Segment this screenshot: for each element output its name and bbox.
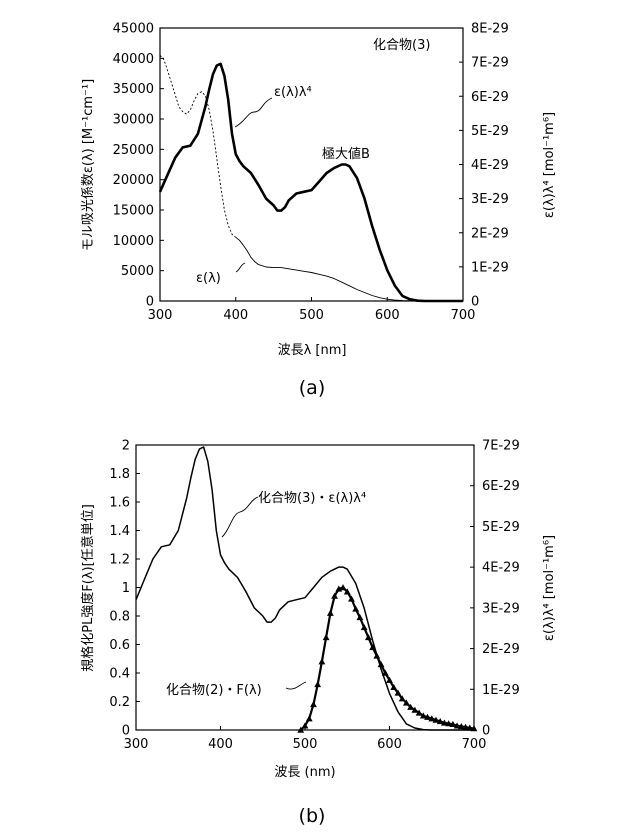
chart-b-left-y-tick-labels: 0 0.2 0.4 0.6 0.8 1 1.2 1.4 1.6 1.8 2: [109, 439, 140, 739]
left-y-tick-label: 0.2: [109, 695, 130, 710]
left-y-tick-label: 40000: [113, 52, 154, 67]
x-tick-label: 600: [377, 737, 402, 752]
right-y-tick-label: 6E-29: [471, 90, 509, 105]
left-y-tick-label: 0.4: [109, 667, 130, 682]
chart-a-compound-label: 化合物(3): [373, 38, 430, 53]
chart-a-left-y-tick-labels: 0 5000 10000 15000 20000 25000 30000 35000 40000…: [113, 22, 164, 310]
chart-a-right-axis-title: ε(λ)λ⁴ [mol⁻¹m⁶]: [542, 112, 557, 218]
left-y-tick-label: 5000: [121, 264, 154, 279]
chart-b-leader-line-compound3: [222, 497, 258, 537]
right-y-tick-label: 2E-29: [471, 226, 509, 241]
data-point-triangle: [323, 634, 330, 640]
left-y-tick-label: 0: [146, 295, 154, 310]
x-tick-label: 700: [462, 737, 487, 752]
chart-a-leader-line-eps-l4: [235, 98, 272, 127]
right-y-tick-label: 7E-29: [471, 56, 509, 71]
left-y-tick-label: 25000: [113, 143, 154, 158]
left-y-tick-label: 35000: [113, 82, 154, 97]
data-point-triangle: [306, 715, 313, 721]
chart-b-series-label-compound2: 化合物(2)・F(λ): [166, 683, 262, 698]
x-tick-label: 500: [299, 308, 324, 323]
right-y-tick-label: 3E-29: [482, 601, 520, 616]
chart-b-x-axis-title: 波長 (nm): [274, 765, 335, 780]
series-line-compound2-f: [301, 588, 474, 731]
x-tick-label: 700: [451, 308, 476, 323]
left-y-tick-label: 0.8: [109, 610, 130, 625]
right-y-tick-label: 3E-29: [471, 192, 509, 207]
chart-b-panel-label: (b): [299, 805, 326, 827]
right-y-tick-label: 0: [471, 295, 479, 310]
chart-b-series-label-compound3: 化合物(3)・ε(λ)λ⁴: [258, 491, 366, 506]
chart-a-right-y-tick-labels: 0 1E-29 2E-29 3E-29 4E-29 5E-29 6E-29 7E-29 8E-2…: [459, 22, 509, 310]
data-point-triangle: [314, 681, 321, 687]
left-y-tick-label: 0.6: [109, 638, 130, 653]
chart-a-left-axis-title: モル吸光係数ε(λ) [M⁻¹cm⁻¹]: [81, 79, 96, 251]
chart-a: 300 400 500 600 700 0 5000 10000 15000 20000 2500…: [81, 22, 557, 400]
right-y-tick-label: 2E-29: [482, 642, 520, 657]
left-y-tick-label: 2: [122, 439, 130, 454]
data-point-triangle: [319, 658, 326, 664]
right-y-tick-label: 5E-29: [482, 520, 520, 535]
chart-b-right-axis-title: ε(λ)λ⁴ [mol⁻¹m⁶]: [542, 535, 557, 641]
chart-b-leader-line-compound2: [286, 682, 306, 689]
chart-b: 300 400 500 600 700 0 0.2 0.4 0.6 0.8 1 1.2 1.4 1.6 1…: [80, 439, 557, 828]
left-y-tick-label: 1.8: [109, 467, 130, 482]
left-y-tick-label: 1: [122, 581, 130, 596]
right-y-tick-label: 5E-29: [471, 124, 509, 139]
chart-a-series-label-eps: ε(λ): [196, 271, 221, 286]
chart-a-peak-annotation: 極大値B: [322, 146, 370, 162]
right-y-tick-label: 7E-29: [482, 439, 520, 454]
left-y-tick-label: 15000: [113, 204, 154, 219]
chart-a-leader-line-eps: [236, 263, 245, 272]
left-y-tick-label: 20000: [113, 173, 154, 188]
chart-a-x-axis-title: 波長λ [nm]: [278, 343, 347, 358]
right-y-tick-label: 0: [482, 724, 490, 739]
chart-a-plot-frame: [160, 28, 463, 301]
x-tick-label: 400: [208, 737, 233, 752]
chart-b-right-y-tick-labels: 0 1E-29 2E-29 3E-29 4E-29 5E-29 6E-29 7E-29: [470, 439, 520, 739]
left-y-tick-label: 10000: [113, 234, 154, 249]
left-y-tick-label: 1.4: [109, 524, 130, 539]
chart-a-panel-label: (a): [299, 377, 325, 399]
left-y-tick-label: 1.6: [109, 496, 130, 511]
data-point-triangle: [361, 624, 368, 630]
x-tick-label: 600: [375, 308, 400, 323]
chart-b-left-axis-title: 規格化PL強度F(λ)[任意単位]: [80, 504, 96, 672]
left-y-tick-label: 30000: [113, 113, 154, 128]
x-tick-label: 300: [148, 308, 173, 323]
right-y-tick-label: 6E-29: [482, 479, 520, 494]
x-tick-label: 300: [124, 737, 149, 752]
left-y-tick-label: 0: [122, 724, 130, 739]
left-y-tick-label: 45000: [113, 22, 154, 37]
data-point-triangle: [352, 605, 359, 611]
left-y-tick-label: 1.2: [109, 553, 130, 568]
series-line-a-0: [236, 237, 463, 301]
x-tick-label: 400: [223, 308, 248, 323]
chart-a-series-label-eps-l4: ε(λ)λ⁴: [274, 85, 312, 100]
right-y-tick-label: 4E-29: [471, 158, 509, 173]
x-tick-label: 500: [293, 737, 318, 752]
right-y-tick-label: 8E-29: [471, 22, 509, 37]
right-y-tick-label: 1E-29: [482, 683, 520, 698]
data-point-triangle: [310, 701, 317, 707]
right-y-tick-label: 4E-29: [482, 561, 520, 576]
right-y-tick-label: 1E-29: [471, 260, 509, 275]
data-point-triangle: [327, 610, 334, 616]
